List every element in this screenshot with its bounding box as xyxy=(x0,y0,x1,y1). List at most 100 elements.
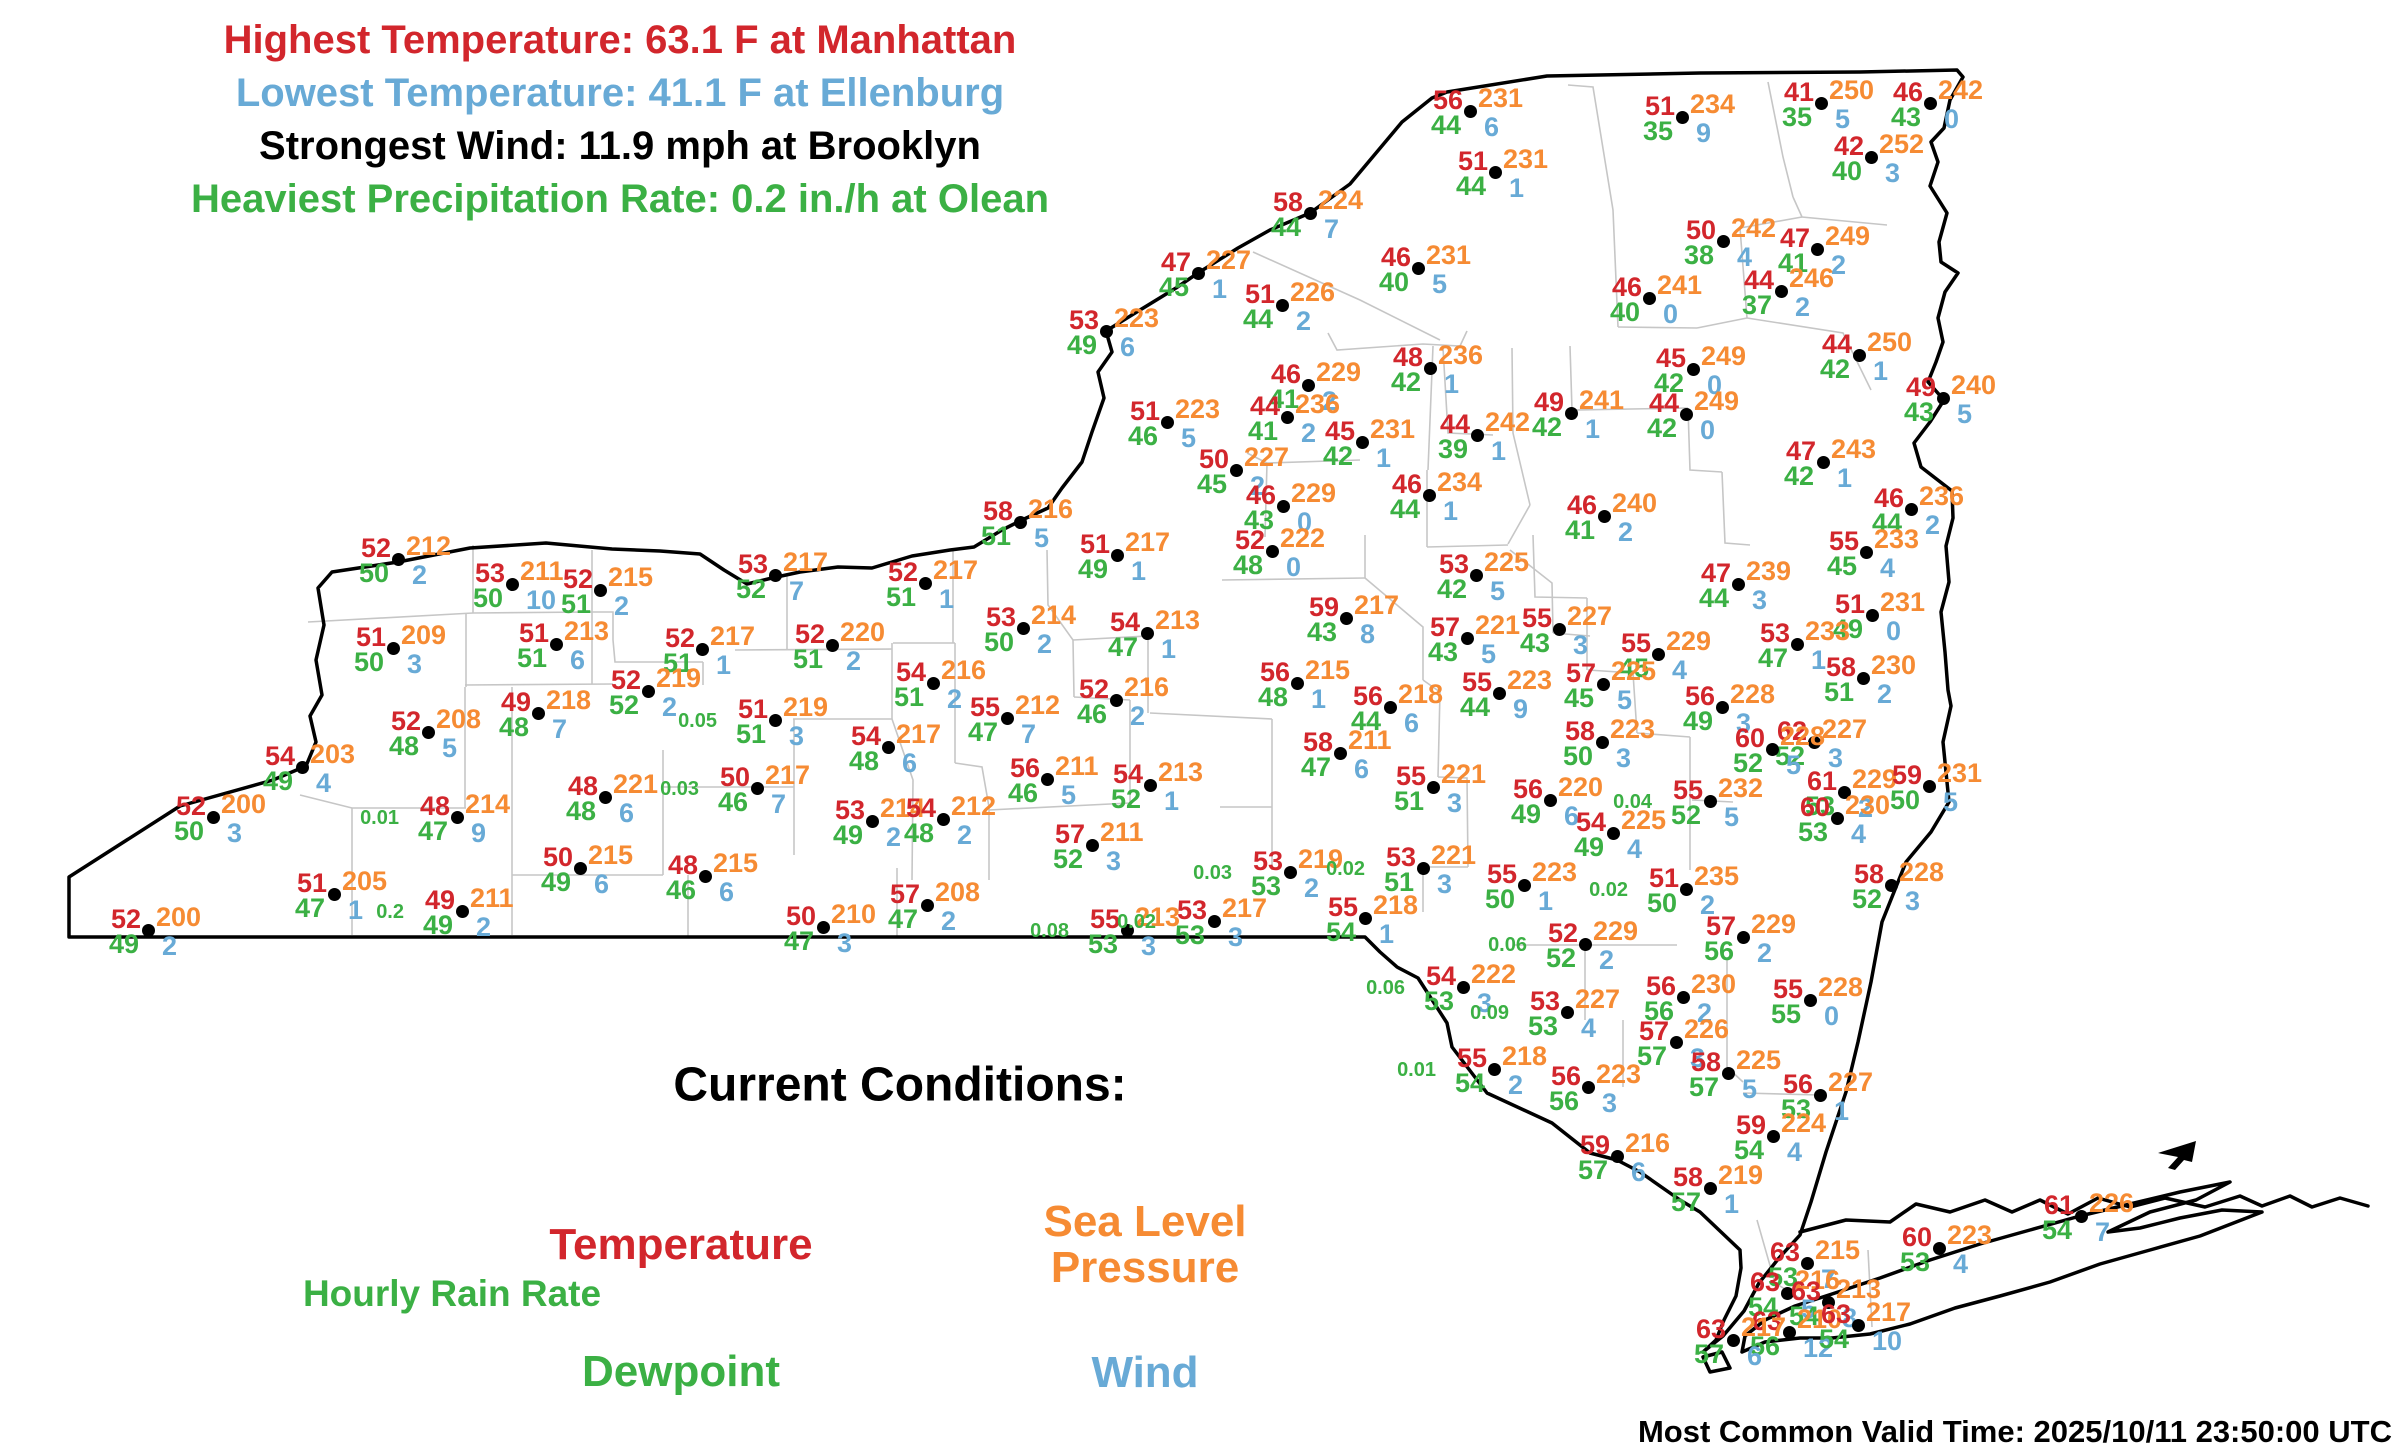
station-dot-icon xyxy=(1470,569,1483,582)
station-dot-icon xyxy=(1412,262,1425,275)
station-wind: 4 xyxy=(1880,553,1896,583)
station-dot-icon xyxy=(1933,1242,1946,1255)
station-pressure: 205 xyxy=(342,866,388,896)
station-wind: 2 xyxy=(1757,938,1773,968)
station-pressure: 252 xyxy=(1879,129,1925,159)
station-temperature: 51 xyxy=(355,622,386,652)
station-wind: 2 xyxy=(1697,998,1713,1028)
station-dot-icon xyxy=(1732,578,1745,591)
station-wind: 1 xyxy=(1873,356,1889,386)
station-pressure: 231 xyxy=(1937,758,1983,788)
station-dewpoint: 47 xyxy=(1757,643,1788,673)
station-dewpoint: 50 xyxy=(1562,741,1593,771)
station-wind: 2 xyxy=(1599,945,1615,975)
station-dot-icon xyxy=(1144,779,1157,792)
station-pressure: 227 xyxy=(1244,442,1290,472)
station-temperature: 58 xyxy=(1302,727,1333,757)
legend-temperature-label: Temperature xyxy=(549,1220,813,1269)
station-wind: 3 xyxy=(1602,1088,1618,1118)
station-dewpoint: 54 xyxy=(1818,1324,1849,1354)
station-dot-icon xyxy=(1561,1006,1574,1019)
station-pressure: 225 xyxy=(1736,1045,1782,1075)
station-temperature: 52 xyxy=(664,623,695,653)
station-temperature: 44 xyxy=(1249,391,1280,421)
station-dot-icon xyxy=(1852,1319,1865,1332)
station-dot-icon xyxy=(1544,794,1557,807)
station-dot-icon xyxy=(699,870,712,883)
station-wind: 2 xyxy=(1877,679,1893,709)
station-dot-icon xyxy=(1582,1081,1595,1094)
station-dot-icon xyxy=(1885,879,1898,892)
station-temperature: 47 xyxy=(1700,558,1731,588)
station-pressure: 231 xyxy=(1426,240,1472,270)
station-dewpoint: 53 xyxy=(1250,871,1281,901)
station-rain-rate: 0.01 xyxy=(360,807,399,829)
station-wind: 1 xyxy=(1131,556,1147,586)
station-temperature: 52 xyxy=(1078,674,1109,704)
station-dewpoint: 52 xyxy=(1052,844,1083,874)
station-dewpoint: 47 xyxy=(887,904,918,934)
station-pressure: 208 xyxy=(935,877,981,907)
station-dot-icon xyxy=(422,726,435,739)
station-temperature: 48 xyxy=(419,791,450,821)
station-dot-icon xyxy=(1716,701,1729,714)
station-dewpoint: 47 xyxy=(417,816,448,846)
station-dewpoint: 54 xyxy=(1747,1292,1778,1322)
station-temperature: 46 xyxy=(1391,469,1422,499)
station-wind: 6 xyxy=(1404,708,1420,738)
station-temperature: 54 xyxy=(905,793,936,823)
station-dewpoint: 46 xyxy=(665,875,696,905)
station-temperature: 46 xyxy=(1380,242,1411,272)
station-pressure: 213 xyxy=(564,616,610,646)
station-dewpoint: 47 xyxy=(783,926,814,956)
station-dot-icon xyxy=(1471,429,1484,442)
station-pressure: 218 xyxy=(1373,890,1419,920)
station-dot-icon xyxy=(1359,912,1372,925)
station-dot-icon xyxy=(769,569,782,582)
station-wind: 1 xyxy=(1311,684,1327,714)
station-temperature: 53 xyxy=(1176,895,1207,925)
station-wind: 1 xyxy=(1161,634,1177,664)
station-pressure: 233 xyxy=(1805,616,1851,646)
station-wind: 2 xyxy=(1858,793,1874,823)
station-rain-rate: 0.2 xyxy=(376,901,404,923)
station-wind: 2 xyxy=(1831,250,1847,280)
station-temperature: 53 xyxy=(1068,305,1099,335)
station-wind: 6 xyxy=(1747,1341,1763,1371)
station-dewpoint: 57 xyxy=(1670,1187,1701,1217)
station-temperature: 58 xyxy=(1564,716,1595,746)
station-temperature: 55 xyxy=(1461,667,1492,697)
station-dot-icon xyxy=(1811,243,1824,256)
station-temperature: 50 xyxy=(542,842,573,872)
station-dot-icon xyxy=(1866,609,1879,622)
station-dot-icon xyxy=(1680,883,1693,896)
station-wind: 5 xyxy=(1724,802,1740,832)
station-dot-icon xyxy=(1783,1326,1796,1339)
station-dot-icon xyxy=(1822,1296,1835,1309)
station-dewpoint: 51 xyxy=(1393,786,1424,816)
station-dot-icon xyxy=(1905,503,1918,516)
station-pressure: 221 xyxy=(1431,840,1477,870)
station-wind: 6 xyxy=(1484,112,1500,142)
station-temperature: 49 xyxy=(500,687,531,717)
station-temperature: 57 xyxy=(1705,911,1736,941)
station-temperature: 55 xyxy=(1486,859,1517,889)
summary-line-1: Lowest Temperature: 41.1 F at Ellenburg xyxy=(235,71,1005,115)
station-dewpoint: 48 xyxy=(388,731,419,761)
station-rain-rate: 0.05 xyxy=(678,710,717,732)
station-temperature: 54 xyxy=(1425,961,1456,991)
legend-pressure-label: Sea Level Pressure xyxy=(1043,1199,1246,1291)
station-wind: 1 xyxy=(1509,173,1525,203)
station-dewpoint: 43 xyxy=(1519,628,1550,658)
station-pressure: 219 xyxy=(1718,1160,1764,1190)
station-pressure: 229 xyxy=(1316,357,1362,387)
station-pressure: 221 xyxy=(613,769,659,799)
station-temperature: 57 xyxy=(1638,1016,1669,1046)
station-wind: 2 xyxy=(1322,386,1338,416)
station-dot-icon xyxy=(1767,1130,1780,1143)
station-wind: 2 xyxy=(1130,701,1146,731)
station-wind: 9 xyxy=(1696,118,1712,148)
station-dewpoint: 40 xyxy=(1378,267,1409,297)
station-dewpoint: 53 xyxy=(1899,1247,1930,1277)
